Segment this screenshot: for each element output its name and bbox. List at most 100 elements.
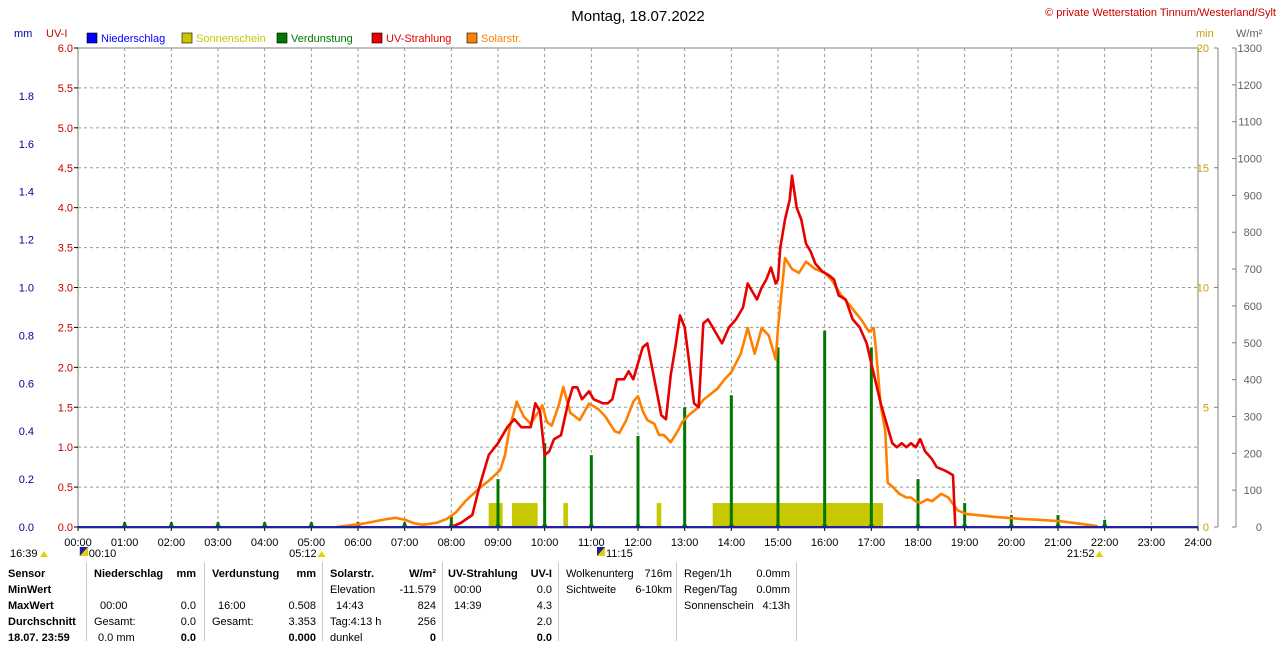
time-markers: 16:39 00:10 05:12 11:15 21:52	[10, 547, 1104, 560]
x-tick-label: 03:00	[204, 537, 232, 549]
evaporation-marker	[215, 521, 221, 527]
solar-unit: W/m²	[409, 568, 436, 580]
evaporation-marker	[541, 521, 548, 527]
uv-tick-label: 1.0	[58, 442, 73, 454]
x-tick-label: 12:00	[624, 537, 652, 549]
x-tick-label: 08:00	[438, 537, 466, 549]
mm-tick-label: 0.4	[19, 426, 34, 438]
min-tick-label: 10	[1197, 283, 1209, 295]
x-tick-label: 24:00	[1184, 537, 1212, 549]
legend-label: Solarstr.	[481, 33, 521, 45]
evaporation-marker	[961, 521, 968, 527]
mm-tick-label: 1.4	[19, 187, 34, 199]
solar-day-value: 256	[417, 616, 436, 628]
x-tick-label: 22:00	[1091, 537, 1119, 549]
legend-label: Niederschlag	[101, 33, 165, 45]
rain-total-value: 0.0	[180, 616, 196, 628]
mm-tick-label: 0.8	[19, 330, 34, 342]
sun-marker	[1095, 551, 1104, 557]
legend-swatch	[181, 32, 193, 44]
wm2-tick-label: 0	[1256, 522, 1262, 534]
evap-header: Verdunstung	[212, 568, 280, 580]
stats-label-max: MaxWert	[8, 600, 54, 612]
uv-tick-label: 4.0	[58, 203, 73, 215]
line-series	[336, 174, 1098, 529]
evap-last-value: 0.000	[288, 632, 316, 644]
mm-tick-label: 1.0	[19, 283, 34, 295]
wm2-tick-label: 700	[1244, 264, 1262, 276]
rain-last-b: 0.0	[180, 632, 196, 644]
sun-marker	[317, 551, 326, 557]
stats-col-rainsum: Regen/1h 0.0mm Regen/Tag 0.0mm Sonnenschei…	[676, 562, 797, 641]
stats-col-cloud: Wolkenunterg 716m Sichtweite 6-10km	[558, 562, 677, 641]
stats-header-sensor: Sensor	[8, 568, 46, 580]
solar-elev-value: -11.579	[399, 584, 437, 596]
x-tick-label: 18:00	[904, 537, 932, 549]
stats-col-uv: UV-Strahlung UV-I 00:00 0.0 14:39 4.3 2.0 0…	[442, 562, 559, 644]
stats-date: 18.07. 23:59	[8, 632, 70, 644]
sunshine-block	[563, 503, 568, 527]
uv-max-value: 4.3	[536, 600, 552, 612]
evaporation-marker	[401, 521, 408, 527]
evaporation-bar	[729, 395, 733, 527]
copyright-note: © private Wetterstation Tinnum/Westerlan…	[1045, 7, 1276, 19]
x-tick-label: 16:00	[811, 537, 839, 549]
evaporation-marker	[915, 521, 921, 527]
x-tick-label: 02:00	[158, 537, 186, 549]
visibility-label: Sichtweite	[566, 584, 617, 596]
uv-tick-label: 4.5	[58, 163, 73, 175]
uv-unit: UV-I	[530, 568, 552, 580]
x-tick-label: 01:00	[111, 537, 139, 549]
evaporation-marker	[1101, 521, 1108, 527]
x-tick-label: 10:00	[531, 537, 559, 549]
x-tick-label: 21:00	[1044, 537, 1072, 549]
stats-col-solar: Solarstr. W/m² Elevation -11.579 14:43 824 …	[322, 562, 443, 644]
legend-swatch	[371, 32, 383, 44]
sunshine-block	[512, 503, 538, 527]
stats-panel: Sensor MinWert MaxWert Durchschnitt 18.0…	[0, 562, 1280, 644]
axes: 00:00 01:00 02:00 03:00 04:00 05:00 06:00 07:00…	[19, 43, 1262, 549]
time-marker-label: 16:39	[10, 548, 38, 560]
evaporation-bar	[683, 407, 687, 527]
legend-swatch	[276, 32, 288, 44]
legend: Niederschlag Sonnenschein Verdunstung UV-St…	[86, 32, 521, 45]
solar-header: Solarstr.	[330, 568, 375, 580]
evaporation-bar	[963, 503, 967, 527]
uv-tick-label: 6.0	[58, 43, 73, 55]
x-tick-label: 17:00	[858, 537, 886, 549]
uv-tick-label: 3.5	[58, 243, 73, 255]
mm-tick-label: 1.2	[19, 235, 34, 247]
stats-label-min: MinWert	[8, 584, 52, 596]
solar-dark-value: 0	[429, 632, 436, 644]
uv-tick-label: 0.0	[58, 522, 73, 534]
wm2-tick-label: 500	[1244, 338, 1262, 350]
x-tick-label: 06:00	[344, 537, 372, 549]
wm2-tick-label: 900	[1244, 190, 1262, 202]
min-tick-label: 20	[1197, 43, 1209, 55]
uv-tick-label: 5.5	[58, 83, 73, 95]
uv-tick-label: 1.5	[58, 402, 73, 414]
rain-1h-label: Regen/1h	[684, 568, 732, 580]
sunshine-label: Sonnenschein	[684, 600, 754, 612]
x-tick-label: 19:00	[951, 537, 979, 549]
stats-col-rain: Niederschlag mm 00:00 0.0 Gesamt: 0.0 0.0 m…	[86, 562, 205, 644]
uv-last-value: 0.0	[536, 632, 552, 644]
uv-tick-label: 2.5	[58, 322, 73, 334]
rain-1h-value: 0.0mm	[756, 568, 790, 580]
solar-max-time: 14:43	[336, 600, 364, 612]
evaporation-bar	[869, 347, 873, 527]
x-tick-label: 11:00	[578, 537, 605, 549]
x-tick-label: 13:00	[671, 537, 699, 549]
mm-tick-label: 0.6	[19, 378, 34, 390]
evaporation-marker	[775, 521, 781, 527]
sun-marker	[40, 551, 48, 557]
min-tick-label: 15	[1197, 163, 1209, 175]
x-tick-label: 20:00	[998, 537, 1026, 549]
solar-dark-label: dunkel	[330, 632, 363, 644]
rain-last-a: 0.0 mm	[98, 632, 135, 644]
evaporation-marker	[868, 521, 875, 527]
legend-swatch	[86, 32, 98, 44]
time-marker-label: 21:52	[1067, 548, 1095, 560]
x-tick-label: 05:00	[298, 537, 326, 549]
evap-max-value: 0.508	[288, 600, 316, 612]
